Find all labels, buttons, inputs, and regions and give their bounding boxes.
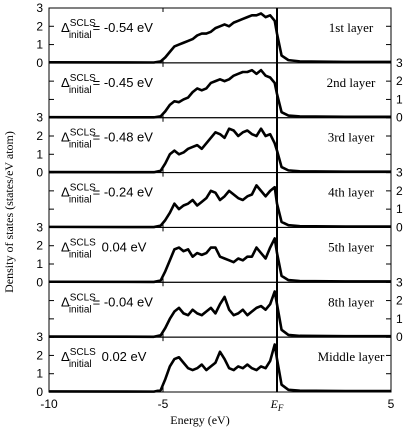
- y-tick-label: 2: [36, 19, 43, 33]
- y-tick-label: 0: [396, 220, 403, 234]
- dos-line: [48, 290, 391, 339]
- dos-line: [48, 343, 391, 393]
- x-axis-title: Energy (eV): [170, 413, 229, 427]
- y-tick-label: 0: [36, 275, 43, 289]
- y-tick-label: 2: [36, 129, 43, 143]
- dos-line: [48, 12, 391, 64]
- y-tick-label: 3: [36, 220, 43, 234]
- panel-label: 4th layer: [328, 185, 375, 200]
- fermi-tick-label: EF: [270, 397, 284, 413]
- panel-label: 5th layer: [328, 239, 375, 254]
- y-tick-label: 1: [396, 202, 403, 216]
- y-axis-title: Density of states (states/eV atom): [2, 131, 16, 293]
- y-tick-label: 2: [396, 184, 403, 198]
- y-tick-label: 0: [36, 166, 43, 180]
- panel-7: 0 1 2 3 ΔSCLS initial0.02 eV Middle layer: [36, 330, 392, 399]
- scls-annotation: ΔSCLS initial= -0.48 eV: [61, 128, 153, 151]
- x-tick-label: -10: [40, 397, 58, 411]
- panel-frame: [48, 62, 392, 119]
- y-tick-label: 0: [36, 56, 43, 70]
- panel-frame: [48, 7, 392, 64]
- scls-annotation: ΔSCLS initial0.02 eV: [61, 347, 147, 370]
- y-tick-label: 1: [36, 257, 43, 271]
- panel-frame: [48, 336, 392, 393]
- scls-annotation: ΔSCLS initial= -0.24 eV: [61, 183, 153, 206]
- y-tick-label: 3: [396, 56, 403, 70]
- y-tick-label: 3: [396, 275, 403, 289]
- panels-group: 0 1 2 3 ΔSCLS initial= -0.54 eV 1st layer 0 1 2 3 Δ…: [36, 1, 403, 399]
- panel-3: 0 1 2 3 ΔSCLS initial= -0.48 eV 3rd layer: [36, 111, 392, 180]
- y-tick-label: 0: [396, 330, 403, 344]
- y-tick-label: 3: [36, 111, 43, 125]
- y-tick-label: 2: [36, 348, 43, 362]
- panel-frame: [48, 117, 392, 174]
- panel-6: 0 1 2 3 ΔSCLS initial= -0.04 eV 8th layer: [48, 275, 403, 344]
- panel-2: 0 1 2 3 ΔSCLS initial= -0.45 eV 2nd layer: [48, 56, 403, 125]
- panel-4: 0 1 2 3 ΔSCLS initial= -0.24 eV 4th layer: [48, 166, 403, 234]
- scls-annotation: ΔSCLS initial= -0.04 eV: [61, 292, 153, 315]
- dos-line: [48, 184, 391, 229]
- y-tick-label: 2: [396, 294, 403, 308]
- panel-label: 8th layer: [328, 294, 375, 309]
- scls-annotation: ΔSCLS initial= -0.54 eV: [61, 18, 153, 41]
- dos-line: [48, 127, 391, 174]
- scls-annotation: ΔSCLS initial= -0.45 eV: [61, 73, 153, 96]
- y-tick-label: 3: [36, 330, 43, 344]
- dos-line: [48, 237, 391, 284]
- y-tick-label: 1: [36, 147, 43, 161]
- panel-label: 3rd layer: [328, 130, 375, 145]
- panel-1: 0 1 2 3 ΔSCLS initial= -0.54 eV 1st layer: [36, 1, 392, 70]
- y-tick-label: 0: [396, 111, 403, 125]
- panel-label: Middle layer: [318, 349, 385, 364]
- x-tick-label: -5: [158, 397, 169, 411]
- y-tick-label: 3: [396, 166, 403, 180]
- y-tick-label: 2: [36, 239, 43, 253]
- y-tick-label: 3: [36, 1, 43, 15]
- y-tick-label: 2: [396, 74, 403, 88]
- y-tick-label: 1: [396, 312, 403, 326]
- dos-line: [48, 68, 391, 119]
- y-tick-label: 1: [36, 38, 43, 52]
- y-tick-label: 1: [396, 92, 403, 106]
- y-tick-label: 1: [36, 367, 43, 381]
- scls-annotation: ΔSCLS initial0.04 eV: [61, 237, 147, 260]
- y-tick-label: 0: [36, 385, 43, 399]
- x-tick-label: 5: [388, 397, 395, 411]
- panel-frame: [48, 281, 392, 338]
- panel-label: 2nd layer: [327, 75, 376, 90]
- panel-label: 1st layer: [329, 20, 374, 35]
- panel-5: 0 1 2 3 ΔSCLS initial0.04 eV 5th layer: [36, 220, 392, 289]
- x-axis: -10 -5 EF 5: [40, 8, 395, 413]
